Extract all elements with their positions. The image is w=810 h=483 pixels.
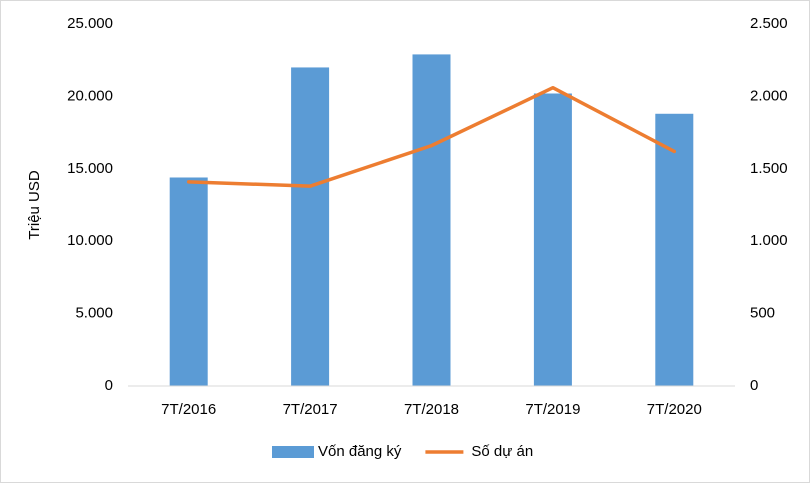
y-axis-title: Triệu USD xyxy=(26,170,43,240)
y-tick-label: 15.000 xyxy=(67,160,113,177)
bar xyxy=(169,177,208,386)
legend-label: Số dự án xyxy=(471,443,533,460)
x-tick-label: 7T/2018 xyxy=(404,401,459,418)
y2-tick-label: 0 xyxy=(750,377,758,394)
x-tick-label: 7T/2019 xyxy=(525,401,580,418)
y-tick-label: 20.000 xyxy=(67,87,113,104)
legend-label: Vốn đăng ký xyxy=(318,443,402,460)
line xyxy=(186,85,677,188)
y2-tick-label: 1.000 xyxy=(750,232,788,249)
bar xyxy=(533,93,572,386)
y2-tick-label: 500 xyxy=(750,305,775,322)
x-tick-label: 7T/2020 xyxy=(647,401,702,418)
y2-tick-label: 1.500 xyxy=(750,160,788,177)
bar xyxy=(412,54,451,387)
y2-tick-label: 2.000 xyxy=(750,87,788,104)
y-tick-label: 5.000 xyxy=(75,305,113,322)
y-tick-label: 25.000 xyxy=(67,15,113,32)
y2-tick-label: 2.500 xyxy=(750,15,788,32)
legend-swatch xyxy=(272,446,314,458)
bar xyxy=(655,113,694,386)
y-tick-label: 0 xyxy=(105,377,113,394)
x-tick-label: 7T/2016 xyxy=(161,401,216,418)
y-tick-label: 10.000 xyxy=(67,232,113,249)
bar xyxy=(291,67,330,386)
x-tick-label: 7T/2017 xyxy=(283,401,338,418)
